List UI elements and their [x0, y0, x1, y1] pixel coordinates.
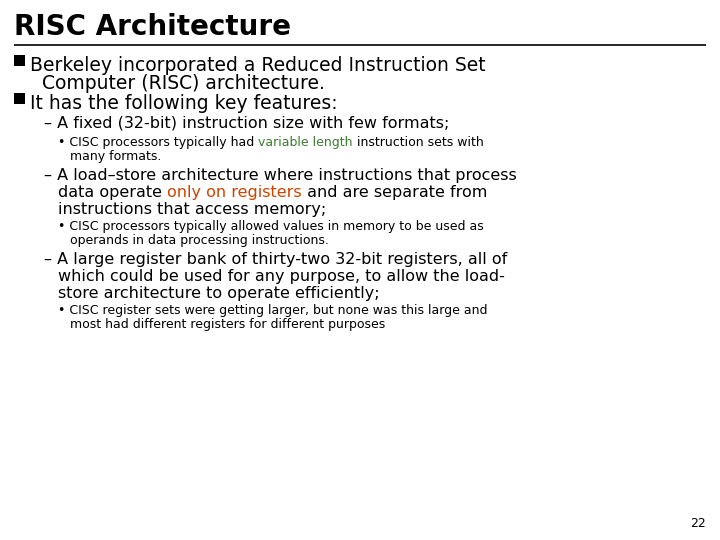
Text: It has the following key features:: It has the following key features:	[30, 94, 338, 113]
Bar	[14, 55, 25, 66]
Text: instructions that access memory;: instructions that access memory;	[58, 202, 326, 217]
Text: operands in data processing instructions.: operands in data processing instructions…	[70, 234, 329, 247]
Text: variable length: variable length	[258, 136, 353, 149]
Text: store architecture to operate efficiently;: store architecture to operate efficientl…	[58, 286, 379, 301]
Text: • CISC processors typically had: • CISC processors typically had	[58, 136, 258, 149]
Text: • CISC processors typically allowed values in memory to be used as: • CISC processors typically allowed valu…	[58, 220, 484, 233]
Text: – A load–store architecture where instructions that process: – A load–store architecture where instru…	[44, 168, 517, 183]
Text: 22: 22	[690, 517, 706, 530]
Text: RISC Architecture: RISC Architecture	[14, 13, 291, 41]
Text: Berkeley incorporated a Reduced Instruction Set: Berkeley incorporated a Reduced Instruct…	[30, 56, 485, 75]
Text: – A large register bank of thirty-two 32-bit registers, all of: – A large register bank of thirty-two 32…	[44, 252, 508, 267]
Text: most had different registers for different purposes: most had different registers for differe…	[70, 318, 385, 331]
Text: • CISC register sets were getting larger, but none was this large and: • CISC register sets were getting larger…	[58, 304, 487, 317]
Text: which could be used for any purpose, to allow the load-: which could be used for any purpose, to …	[58, 269, 505, 284]
Text: and are separate from: and are separate from	[302, 185, 487, 200]
Bar	[14, 93, 25, 104]
Text: data operate: data operate	[58, 185, 167, 200]
Text: only on registers: only on registers	[167, 185, 302, 200]
Text: instruction sets with: instruction sets with	[353, 136, 484, 149]
Text: – A fixed (32-bit) instruction size with few formats;: – A fixed (32-bit) instruction size with…	[44, 116, 449, 131]
Text: Computer (RISC) architecture.: Computer (RISC) architecture.	[42, 74, 325, 93]
Text: many formats.: many formats.	[70, 150, 161, 163]
